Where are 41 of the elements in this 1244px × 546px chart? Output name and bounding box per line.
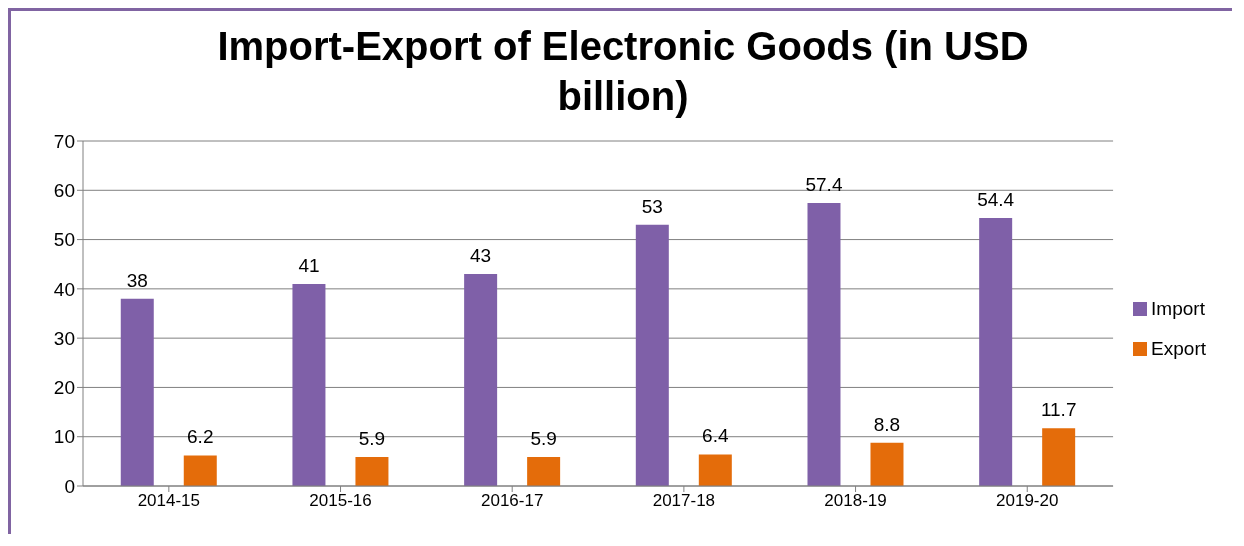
- y-tick-label: 20: [53, 377, 75, 399]
- bar: [355, 456, 389, 486]
- data-label: 5.9: [358, 427, 386, 449]
- y-tick-label: 50: [53, 229, 75, 251]
- data-label: 41: [298, 254, 320, 276]
- data-label: 54.4: [977, 188, 1015, 210]
- bar: [120, 298, 154, 486]
- data-label: 43: [470, 245, 492, 267]
- data-label: 53: [641, 195, 663, 217]
- bar: [183, 455, 217, 486]
- data-label: 57.4: [805, 174, 843, 196]
- x-tick-label: 2016-17: [481, 491, 544, 511]
- x-tick-label: 2019-20: [996, 491, 1059, 511]
- y-tick-label: 70: [53, 130, 75, 152]
- bar: [292, 283, 326, 486]
- data-label: 6.4: [702, 425, 729, 447]
- legend-label: Export: [1151, 337, 1206, 359]
- chart-title: Import-Export of Electronic Goods (in USD billion): [216, 23, 1030, 120]
- x-tick-label: 2017-18: [652, 491, 716, 511]
- y-tick-label: 10: [53, 426, 75, 448]
- y-tick-label: 60: [53, 180, 75, 202]
- bar: [807, 203, 841, 486]
- bar: [527, 456, 561, 486]
- data-label: 11.7: [1040, 399, 1077, 421]
- data-label: 8.8: [873, 413, 901, 435]
- x-tick-label: 2014-15: [137, 491, 201, 511]
- y-tick-label: 0: [64, 475, 75, 497]
- data-label: 6.2: [187, 426, 214, 448]
- bar: [635, 224, 669, 486]
- bar: [870, 442, 904, 486]
- x-tick-label: 2018-19: [824, 491, 887, 511]
- bar: [979, 217, 1013, 486]
- y-tick-label: 40: [53, 278, 75, 300]
- y-tick-label: 30: [53, 327, 75, 349]
- data-label: 5.9: [530, 427, 557, 449]
- bar: [698, 454, 732, 486]
- x-tick-label: 2015-16: [309, 491, 372, 511]
- legend-label: Import: [1151, 297, 1205, 319]
- data-label: 38: [126, 269, 148, 291]
- bar: [464, 274, 498, 486]
- bar: [1042, 428, 1076, 486]
